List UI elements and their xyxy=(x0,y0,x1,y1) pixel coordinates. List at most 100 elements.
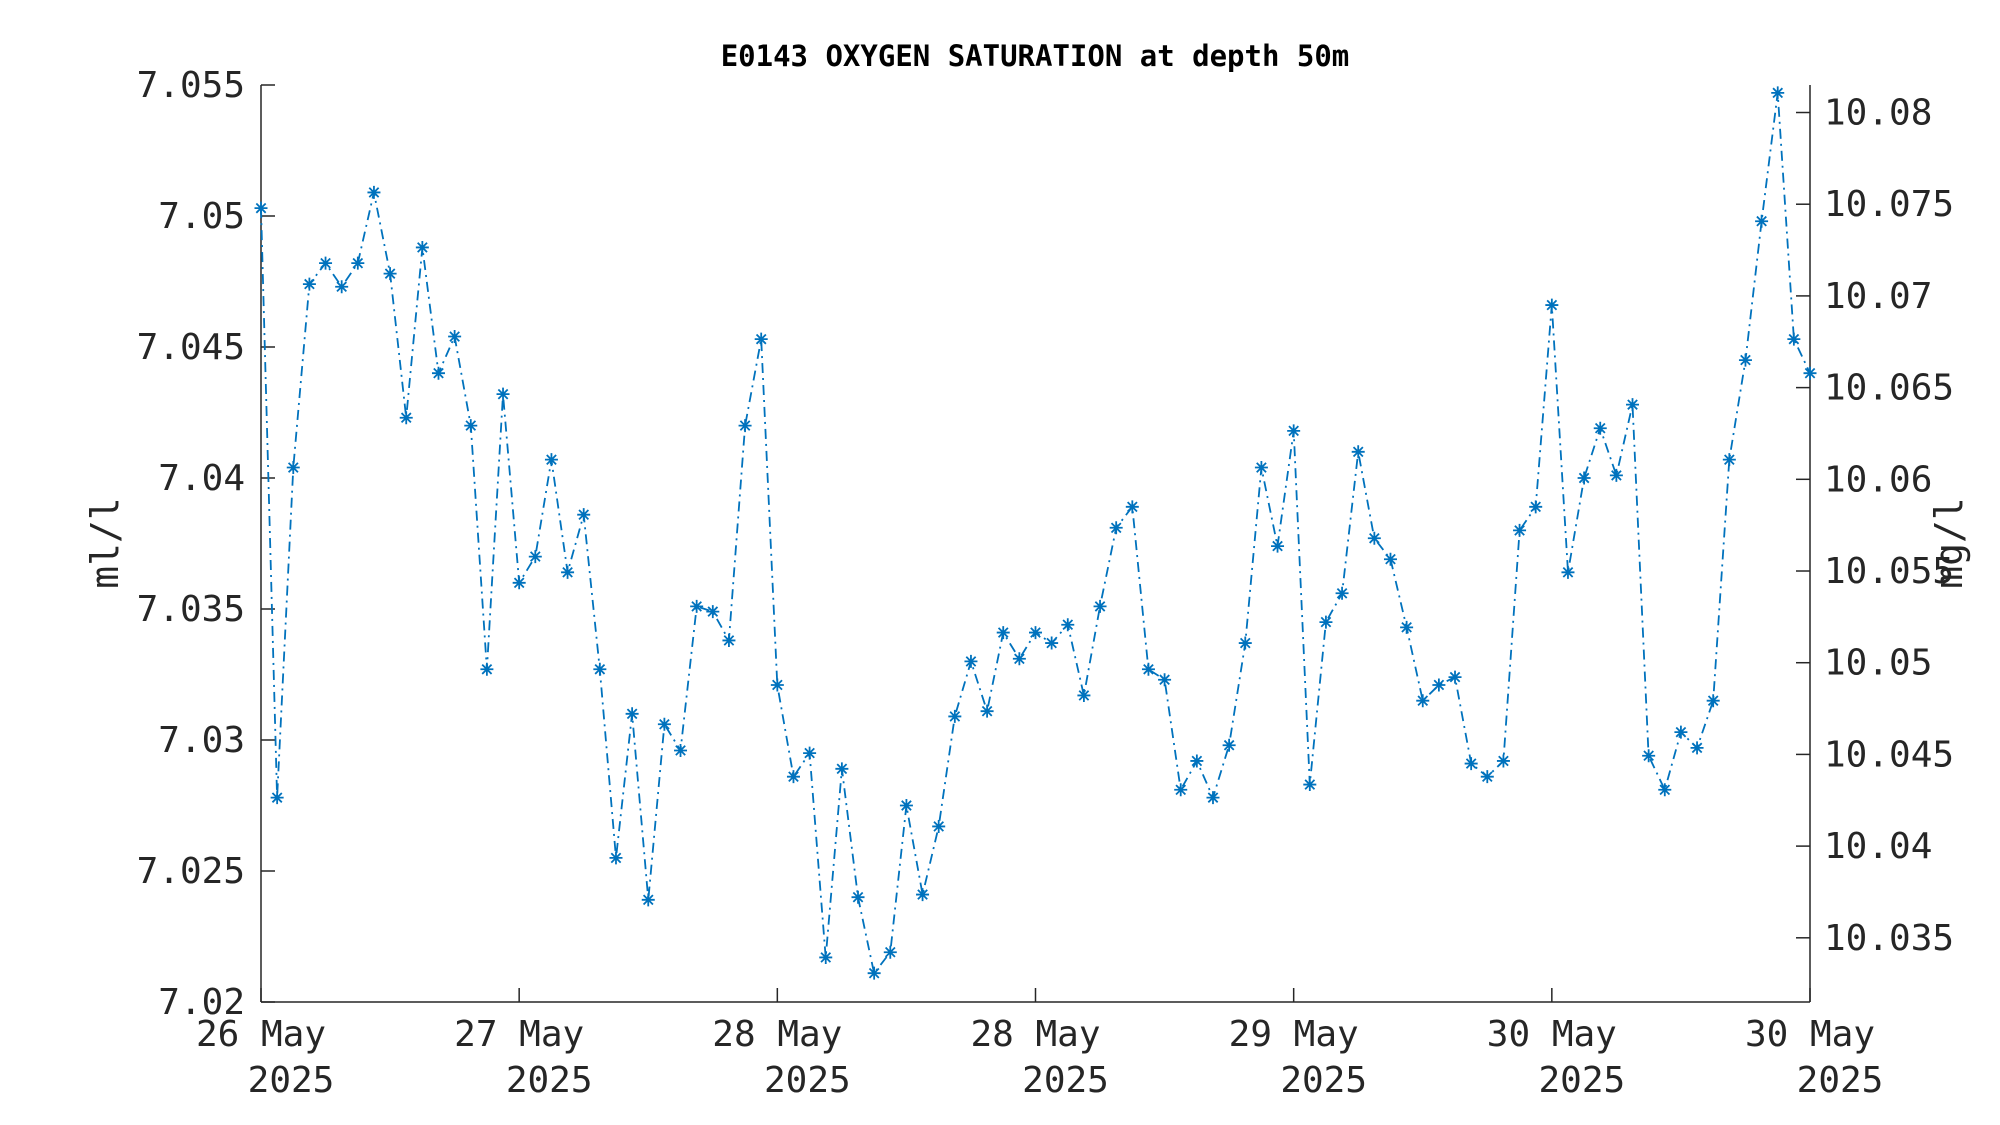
plot-axes xyxy=(260,85,1811,1003)
x-tick-label-date: 28 May xyxy=(970,1014,1100,1055)
data-point xyxy=(722,633,736,647)
data-point xyxy=(1093,599,1107,613)
data-point xyxy=(932,819,946,833)
data-point xyxy=(1335,586,1349,600)
data-point xyxy=(1706,694,1720,708)
data-point xyxy=(1496,754,1510,768)
right-y-axis-label: mg/l xyxy=(1927,497,1971,589)
data-point xyxy=(302,277,316,291)
data-point xyxy=(1077,688,1091,702)
left-y-tick-label: 7.02 xyxy=(158,982,245,1023)
data-point xyxy=(1690,741,1704,755)
data-point xyxy=(1674,725,1688,739)
right-y-tick-label: 10.065 xyxy=(1824,368,1954,409)
data-point xyxy=(383,267,397,281)
x-ticks: 26 May 2025 27 May 2025 28 May 2025 28 May 2025… xyxy=(196,988,1883,1101)
left-y-tick-label: 7.055 xyxy=(137,65,245,106)
data-point xyxy=(770,678,784,692)
left-y-tick-label: 7.035 xyxy=(137,589,245,630)
oxygen-saturation-series xyxy=(254,86,1817,980)
data-point xyxy=(528,550,542,564)
data-point xyxy=(1577,471,1591,485)
data-point xyxy=(480,662,494,676)
right-y-tick-label: 10.07 xyxy=(1824,276,1932,317)
data-point xyxy=(1287,424,1301,438)
data-point xyxy=(254,201,268,215)
left-y-tick-label: 7.05 xyxy=(158,196,245,237)
data-point xyxy=(1609,468,1623,482)
x-tick-label-year: 2025 xyxy=(1538,1060,1625,1101)
data-point xyxy=(819,950,833,964)
data-point xyxy=(415,240,429,254)
x-tick-label-date: 29 May xyxy=(1229,1014,1359,1055)
data-point xyxy=(1303,778,1317,792)
data-point xyxy=(286,461,300,475)
right-y-tick-label: 10.06 xyxy=(1824,459,1932,500)
right-y-ticks: 10.035 10.04 10.045 10.05 10.055 10.06 10.065 1… xyxy=(1796,93,1954,959)
data-point xyxy=(1738,353,1752,367)
data-point xyxy=(690,599,704,613)
data-point xyxy=(1771,86,1785,100)
right-y-tick-label: 10.035 xyxy=(1824,918,1954,959)
data-point xyxy=(1561,565,1575,579)
x-tick-label-date: 26 May xyxy=(196,1014,326,1055)
data-point xyxy=(1400,620,1414,634)
data-point xyxy=(1464,757,1478,771)
data-point xyxy=(1755,214,1769,228)
x-tick-label-year: 2025 xyxy=(764,1060,851,1101)
chart-title: E0143 OXYGEN SATURATION at depth 50m xyxy=(721,39,1350,73)
left-y-tick-label: 7.03 xyxy=(158,720,245,761)
data-point xyxy=(561,565,575,579)
series-line xyxy=(260,92,1811,976)
right-y-tick-label: 10.055 xyxy=(1824,551,1954,592)
x-tick-label-year: 2025 xyxy=(248,1060,335,1101)
data-point xyxy=(964,654,978,668)
data-point xyxy=(1448,670,1462,684)
data-point xyxy=(367,185,381,199)
data-point xyxy=(1222,738,1236,752)
x-tick-label-date: 30 May xyxy=(1745,1014,1875,1055)
data-point xyxy=(1642,749,1656,763)
data-point xyxy=(1593,421,1607,435)
data-point xyxy=(1109,521,1123,535)
data-point xyxy=(431,366,445,380)
x-tick-label-date: 28 May xyxy=(712,1014,842,1055)
data-point xyxy=(1319,615,1333,629)
data-point xyxy=(1722,453,1736,467)
data-point xyxy=(593,662,607,676)
x-tick-label-date: 30 May xyxy=(1487,1014,1617,1055)
x-tick-label-date: 27 May xyxy=(454,1014,584,1055)
data-point xyxy=(835,762,849,776)
data-point xyxy=(883,945,897,959)
data-point xyxy=(1238,636,1252,650)
right-y-tick-label: 10.05 xyxy=(1824,643,1932,684)
data-point xyxy=(544,453,558,467)
data-point xyxy=(1803,366,1817,380)
data-point xyxy=(1174,783,1188,797)
data-point xyxy=(319,256,333,270)
data-point xyxy=(738,419,752,433)
data-point xyxy=(641,893,655,907)
data-point xyxy=(1012,652,1026,666)
data-point xyxy=(1271,539,1285,553)
data-point xyxy=(1045,636,1059,650)
data-point xyxy=(1658,783,1672,797)
data-point xyxy=(1254,461,1268,475)
data-point xyxy=(512,576,526,590)
data-point xyxy=(1513,523,1527,537)
data-point xyxy=(1061,618,1075,632)
left-y-axis-label: ml/l xyxy=(83,497,127,589)
data-point xyxy=(464,419,478,433)
data-point xyxy=(1029,626,1042,640)
data-point xyxy=(448,330,462,344)
data-point xyxy=(351,256,365,270)
data-point xyxy=(1529,500,1543,514)
data-point xyxy=(786,770,800,784)
data-point xyxy=(980,704,994,718)
data-point xyxy=(1190,754,1204,768)
data-point xyxy=(754,332,768,346)
data-point xyxy=(1367,531,1381,545)
data-point xyxy=(851,890,865,904)
x-tick-label-year: 2025 xyxy=(506,1060,593,1101)
right-y-tick-label: 10.075 xyxy=(1824,184,1954,225)
